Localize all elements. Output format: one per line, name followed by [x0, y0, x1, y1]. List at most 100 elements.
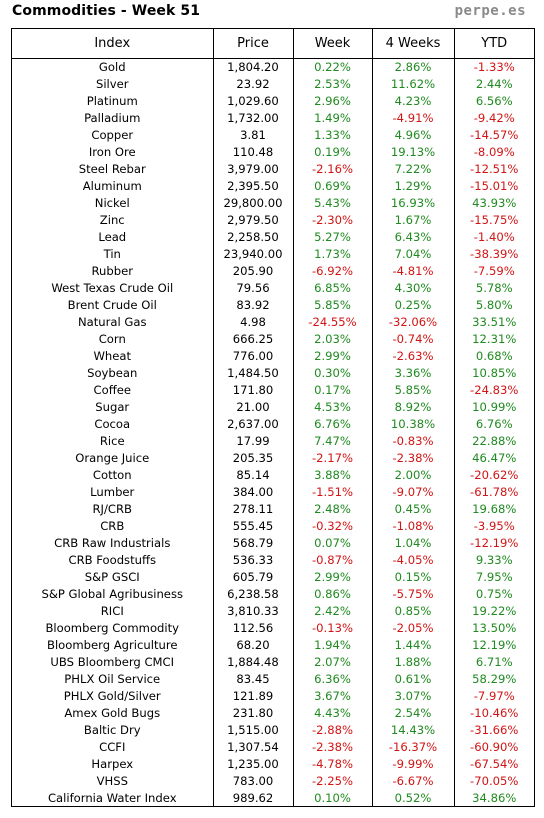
price-cell: 989.62	[213, 790, 294, 806]
week-change-cell: 1.33%	[293, 127, 373, 144]
ytd-change-cell: -60.90%	[470, 740, 519, 754]
four-week-change-cell: 16.93%	[372, 195, 455, 212]
table-row: Sugar 21.00 4.53% 8.92% 10.99%	[12, 399, 534, 416]
week-change-cell: 0.86%	[293, 586, 373, 603]
price-cell: 278.11	[213, 501, 294, 518]
four-week-change-cell: 1.44%	[372, 637, 455, 654]
index-cell: Nickel	[12, 195, 214, 212]
ytd-change-cell: 9.33%	[475, 553, 513, 567]
index-cell: PHLX Gold/Silver	[12, 688, 214, 705]
ytd-change-cell: -1.33%	[473, 60, 515, 74]
week-change-cell: 3.67%	[293, 688, 373, 705]
ytd-change-cell: -20.62%	[470, 468, 519, 482]
four-week-change-cell: 3.07%	[372, 688, 455, 705]
ytd-change-cell: 0.75%	[475, 587, 513, 601]
price-cell: 171.80	[213, 382, 294, 399]
table-row: Orange Juice 205.35 -2.17% -2.38% 46.47%	[12, 450, 534, 467]
week-change-cell: -4.78%	[293, 756, 373, 773]
ytd-change-cell: 6.56%	[475, 94, 513, 108]
table-row: CRB Raw Industrials 568.79 0.07% 1.04% -12.1…	[12, 535, 534, 552]
index-cell: Baltic Dry	[12, 722, 214, 739]
price-cell: 21.00	[213, 399, 294, 416]
table-row: Silver 23.92 2.53% 11.62% 2.44%	[12, 76, 534, 93]
table-row: Zinc 2,979.50 -2.30% 1.67% -15.75%	[12, 212, 534, 229]
table-row: Palladium 1,732.00 1.49% -4.91% -9.42%	[12, 110, 534, 127]
commodities-table: Index Price Week 4 Weeks YTD Gold 1,804.2…	[12, 29, 534, 806]
four-week-change-cell: -2.63%	[372, 348, 455, 365]
table-row: Wheat 776.00 2.99% -2.63% 0.68%	[12, 348, 534, 365]
week-change-cell: -1.51%	[293, 484, 373, 501]
table-row: Cocoa 2,637.00 6.76% 10.38% 6.76%	[12, 416, 534, 433]
week-change-cell: 2.96%	[293, 93, 373, 110]
price-cell: 205.90	[213, 263, 294, 280]
week-change-cell: -2.25%	[293, 773, 373, 790]
price-cell: 231.80	[213, 705, 294, 722]
table-row: Platinum 1,029.60 2.96% 4.23% 6.56%	[12, 93, 534, 110]
table-row: Bloomberg Commodity 112.56 -0.13% -2.05% 13.…	[12, 620, 534, 637]
week-change-cell: 2.48%	[293, 501, 373, 518]
index-cell: CRB	[12, 518, 214, 535]
table-row: Amex Gold Bugs 231.80 4.43% 2.54% -10.46%	[12, 705, 534, 722]
week-change-cell: 2.42%	[293, 603, 373, 620]
ytd-change-cell: 46.47%	[472, 451, 517, 465]
ytd-change-cell: -15.01%	[470, 179, 519, 193]
ytd-change-cell: 12.19%	[472, 638, 517, 652]
price-cell: 23.92	[213, 76, 294, 93]
table-row: RICI 3,810.33 2.42% 0.85% 19.22%	[12, 603, 534, 620]
ytd-change-cell: -9.42%	[473, 111, 515, 125]
ytd-change-cell: -31.66%	[470, 723, 519, 737]
week-change-cell: 1.94%	[293, 637, 373, 654]
price-cell: 3.81	[213, 127, 294, 144]
price-cell: 2,979.50	[213, 212, 294, 229]
ytd-change-cell: -67.54%	[470, 757, 519, 771]
ytd-change-cell: -8.09%	[473, 145, 515, 159]
week-change-cell: 5.43%	[293, 195, 373, 212]
price-cell: 68.20	[213, 637, 294, 654]
four-week-change-cell: 1.88%	[372, 654, 455, 671]
week-change-cell: -0.32%	[293, 518, 373, 535]
commodities-table-container: Index Price Week 4 Weeks YTD Gold 1,804.2…	[11, 28, 535, 807]
price-cell: 568.79	[213, 535, 294, 552]
price-cell: 85.14	[213, 467, 294, 484]
table-body: Gold 1,804.20 0.22% 2.86% -1.33% Silver 23.92 2…	[12, 58, 534, 806]
week-change-cell: 6.85%	[293, 280, 373, 297]
week-change-cell: 4.53%	[293, 399, 373, 416]
price-cell: 4.98	[213, 314, 294, 331]
week-change-cell: 1.49%	[293, 110, 373, 127]
ytd-change-cell: 34.86%	[472, 791, 517, 805]
ytd-change-cell: 19.68%	[472, 502, 517, 516]
four-week-change-cell: 19.13%	[372, 144, 455, 161]
price-cell: 1,884.48	[213, 654, 294, 671]
price-cell: 205.35	[213, 450, 294, 467]
price-cell: 783.00	[213, 773, 294, 790]
week-change-cell: 5.85%	[293, 297, 373, 314]
price-cell: 2,395.50	[213, 178, 294, 195]
four-week-change-cell: 4.96%	[372, 127, 455, 144]
table-row: Corn 666.25 2.03% -0.74% 12.31%	[12, 331, 534, 348]
index-cell: Iron Ore	[12, 144, 214, 161]
ytd-change-cell: -3.95%	[473, 519, 515, 533]
index-cell: Bloomberg Agriculture	[12, 637, 214, 654]
ytd-change-cell: -10.46%	[470, 706, 519, 720]
index-cell: Orange Juice	[12, 450, 214, 467]
four-week-change-cell: -4.05%	[372, 552, 455, 569]
four-week-change-cell: 1.29%	[372, 178, 455, 195]
price-cell: 1,029.60	[213, 93, 294, 110]
four-week-change-cell: 7.04%	[372, 246, 455, 263]
ytd-change-cell: 43.93%	[472, 196, 517, 210]
table-row: Natural Gas 4.98 -24.55% -32.06% 33.51%	[12, 314, 534, 331]
index-cell: Rubber	[12, 263, 214, 280]
index-cell: Zinc	[12, 212, 214, 229]
ytd-change-cell: 6.76%	[475, 417, 513, 431]
four-week-change-cell: 2.54%	[372, 705, 455, 722]
page-title: Commodities - Week 51	[12, 3, 201, 19]
table-row: Iron Ore 110.48 0.19% 19.13% -8.09%	[12, 144, 534, 161]
ytd-change-cell: -12.19%	[470, 536, 519, 550]
four-week-change-cell: -9.99%	[372, 756, 455, 773]
price-cell: 776.00	[213, 348, 294, 365]
ytd-change-cell: 2.44%	[475, 77, 513, 91]
price-cell: 384.00	[213, 484, 294, 501]
week-change-cell: 0.69%	[293, 178, 373, 195]
index-cell: Harpex	[12, 756, 214, 773]
four-week-change-cell: 2.86%	[372, 58, 455, 76]
